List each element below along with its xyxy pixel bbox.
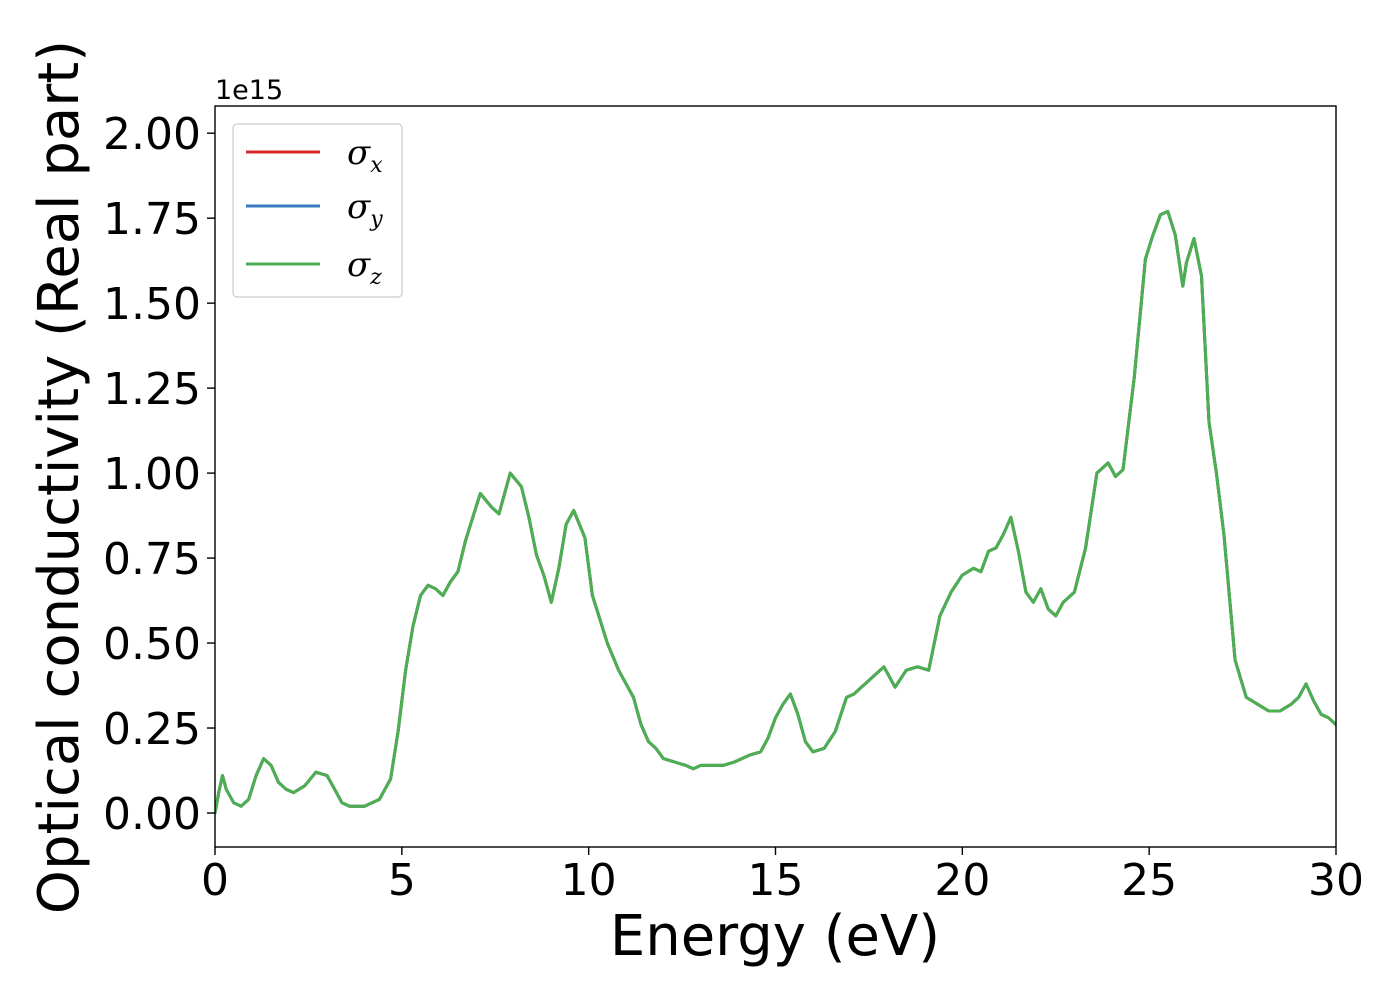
y-tick-label: 1.75 bbox=[103, 194, 201, 245]
series-line-σx bbox=[215, 209, 1336, 815]
y-tick-label: 1.50 bbox=[103, 279, 201, 330]
legend-label: σy bbox=[347, 187, 383, 232]
series-line-σz bbox=[215, 209, 1336, 815]
legend-box bbox=[232, 123, 403, 298]
legend-label: σz bbox=[347, 245, 382, 290]
y-tick-label: 1.25 bbox=[103, 364, 201, 415]
y-tick-label: 0.75 bbox=[103, 534, 201, 585]
x-tick-label: 10 bbox=[561, 855, 617, 906]
x-tick-label: 25 bbox=[1121, 855, 1177, 906]
y-axis-offset-label: 1e15 bbox=[215, 75, 283, 106]
x-tick-label: 5 bbox=[388, 855, 416, 906]
x-axis-label: Energy (eV) bbox=[610, 904, 940, 969]
y-axis-label: Optical conductivity (Real part) bbox=[27, 40, 92, 914]
y-tick-label: 1.00 bbox=[103, 449, 201, 500]
x-tick-label: 20 bbox=[934, 855, 990, 906]
y-tick-label: 0.25 bbox=[103, 704, 201, 755]
y-tick-label: 0.50 bbox=[103, 619, 201, 670]
x-tick-label: 15 bbox=[748, 855, 804, 906]
x-tick-label: 0 bbox=[201, 855, 229, 906]
legend: σx σy σz bbox=[232, 123, 403, 298]
legend-label: σx bbox=[347, 133, 383, 178]
y-tick-label: 0.00 bbox=[103, 789, 201, 840]
y-tick-label: 2.00 bbox=[103, 109, 201, 160]
series-line-σy bbox=[215, 209, 1336, 815]
x-tick-label: 30 bbox=[1308, 855, 1364, 906]
